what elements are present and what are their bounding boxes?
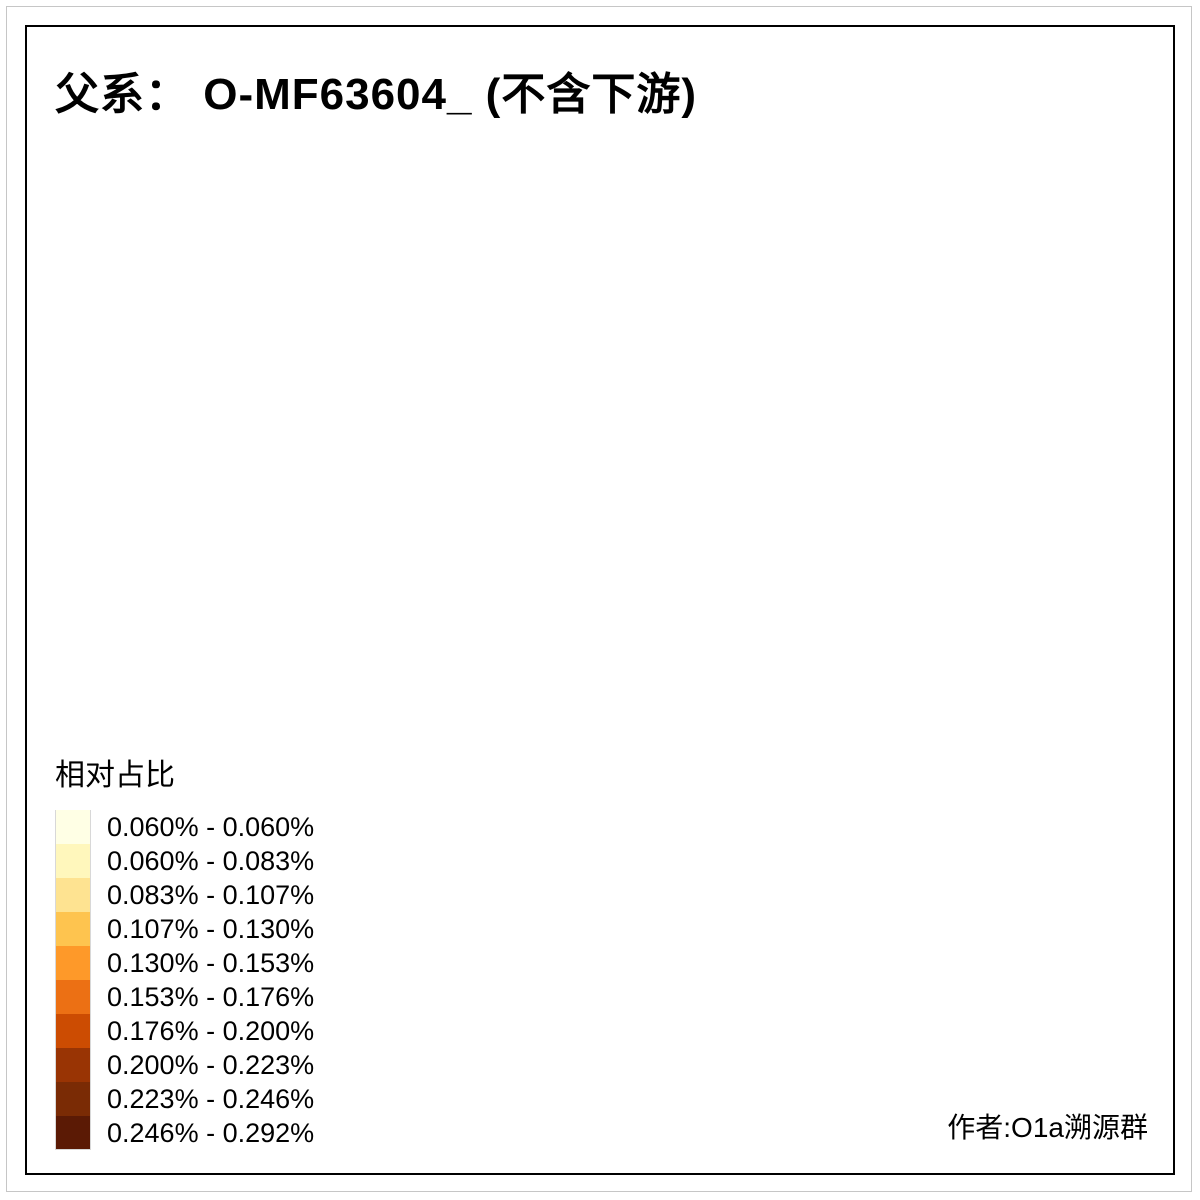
legend-title: 相对占比 bbox=[55, 759, 175, 792]
legend-label: 0.060% - 0.083% bbox=[107, 846, 315, 876]
legend-label: 0.153% - 0.176% bbox=[107, 982, 315, 1012]
legend-item: 0.153% - 0.176% bbox=[55, 980, 395, 1014]
legend-item: 0.107% - 0.130% bbox=[55, 912, 395, 946]
legend-label: 0.107% - 0.130% bbox=[107, 914, 315, 944]
legend-item: 0.083% - 0.107% bbox=[55, 878, 395, 912]
legend-item: 0.246% - 0.292% bbox=[55, 1116, 395, 1150]
author-credit: 作者:O1a溯源群 bbox=[947, 1112, 1148, 1143]
legend-swatch bbox=[55, 980, 91, 1014]
legend-label: 0.200% - 0.223% bbox=[107, 1050, 315, 1080]
legend-swatch bbox=[55, 1116, 91, 1150]
page-title: 父系： O-MF63604_ (不含下游) bbox=[55, 70, 697, 119]
legend-swatch bbox=[55, 912, 91, 946]
legend-swatch bbox=[55, 946, 91, 980]
legend: 相对占比 0.060% - 0.060% 0.060% - 0.083% 0.0… bbox=[55, 750, 395, 1150]
legend-label: 0.223% - 0.246% bbox=[107, 1084, 315, 1114]
legend-item: 0.060% - 0.060% bbox=[55, 810, 395, 844]
legend-label: 0.176% - 0.200% bbox=[107, 1016, 315, 1046]
plot-panel-border bbox=[25, 25, 1175, 1175]
legend-item: 0.200% - 0.223% bbox=[55, 1048, 395, 1082]
legend-swatch bbox=[55, 844, 91, 878]
legend-item: 0.176% - 0.200% bbox=[55, 1014, 395, 1048]
legend-swatch bbox=[55, 1014, 91, 1048]
legend-swatch bbox=[55, 1048, 91, 1082]
legend-swatch bbox=[55, 878, 91, 912]
legend-label: 0.130% - 0.153% bbox=[107, 948, 315, 978]
legend-item: 0.223% - 0.246% bbox=[55, 1082, 395, 1116]
legend-label: 0.060% - 0.060% bbox=[107, 812, 315, 842]
legend-swatch bbox=[55, 810, 91, 844]
legend-label: 0.246% - 0.292% bbox=[107, 1118, 315, 1148]
legend-item: 0.060% - 0.083% bbox=[55, 844, 395, 878]
legend-item: 0.130% - 0.153% bbox=[55, 946, 395, 980]
legend-label: 0.083% - 0.107% bbox=[107, 880, 315, 910]
legend-swatch bbox=[55, 1082, 91, 1116]
